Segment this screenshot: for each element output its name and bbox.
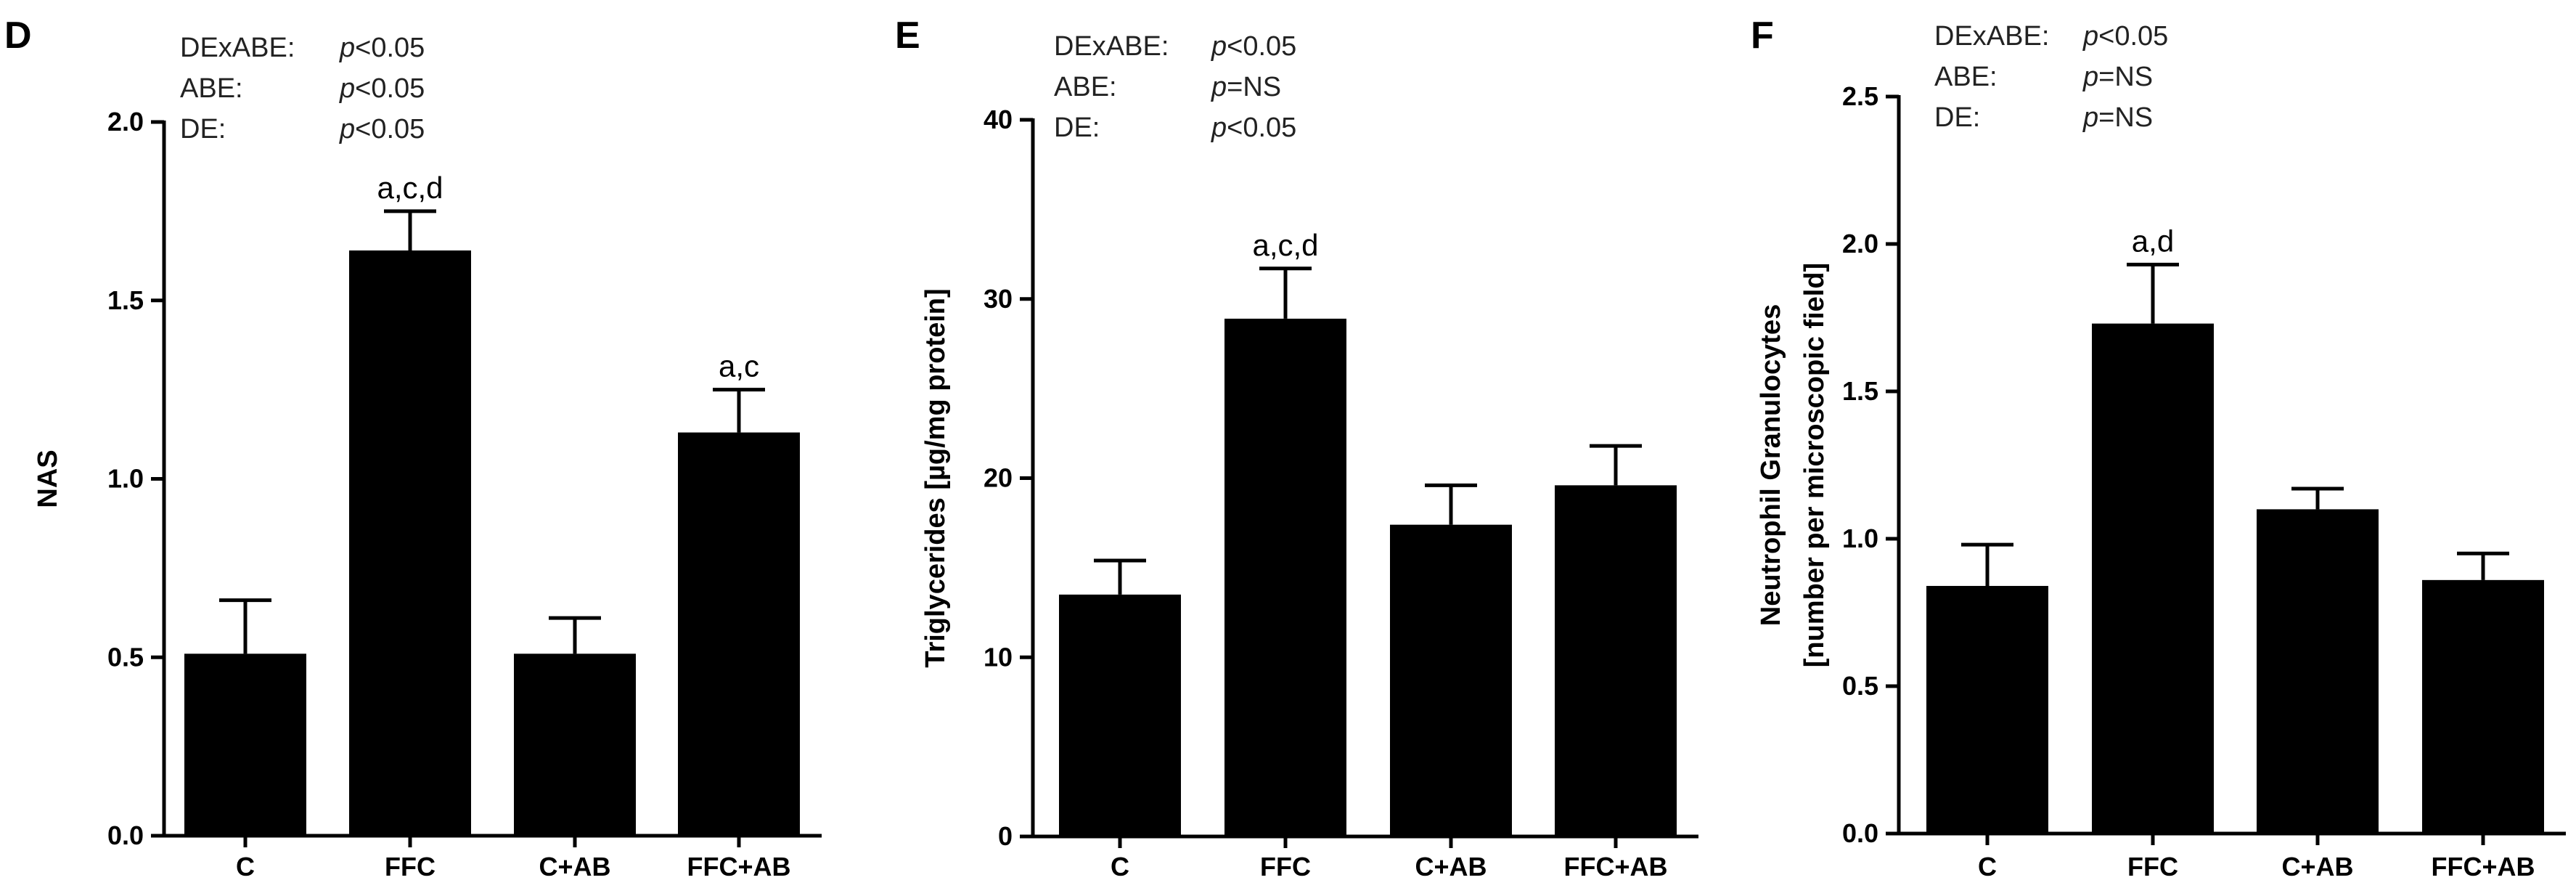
bar bbox=[1059, 594, 1181, 836]
bar bbox=[349, 250, 471, 836]
stat-pvalue: p<0.05 bbox=[1211, 113, 1296, 143]
x-category-label: C bbox=[1111, 852, 1129, 881]
y-axis-title: Neutrophil Granulocytes bbox=[1756, 304, 1786, 626]
y-tick-label: 0.5 bbox=[1842, 671, 1878, 701]
x-category-label: FFC+AB bbox=[2432, 852, 2535, 881]
y-tick-label: 1.0 bbox=[1842, 524, 1878, 553]
bar bbox=[514, 653, 636, 836]
significance-annotation: a,c bbox=[719, 349, 759, 383]
stat-pvalue: p<0.05 bbox=[339, 33, 425, 63]
y-tick-label: 1.5 bbox=[1842, 376, 1878, 406]
y-tick-label: 0.5 bbox=[107, 642, 144, 672]
significance-annotation: a,d bbox=[2132, 224, 2174, 258]
stat-name: ABE: bbox=[180, 73, 243, 104]
y-tick-label: 0.0 bbox=[1842, 818, 1878, 848]
x-category-label: FFC+AB bbox=[1564, 852, 1668, 881]
y-tick-label: 2.0 bbox=[107, 107, 144, 137]
stat-pvalue: p=NS bbox=[1211, 72, 1281, 102]
bar bbox=[1926, 585, 2048, 834]
y-tick-label: 0.0 bbox=[107, 820, 144, 850]
stat-pvalue: p=NS bbox=[2082, 62, 2153, 92]
stat-name: DExABE: bbox=[180, 33, 295, 63]
x-category-label: C+AB bbox=[2281, 852, 2353, 881]
bar bbox=[1555, 485, 1677, 836]
stat-pvalue: p=NS bbox=[2082, 102, 2153, 133]
stat-pvalue: p<0.05 bbox=[1211, 31, 1296, 62]
x-category-label: FFC bbox=[2127, 852, 2178, 881]
panel-letter: F bbox=[1751, 15, 1774, 57]
stat-name: ABE: bbox=[1054, 72, 1117, 102]
y-axis-title: NAS bbox=[33, 449, 63, 508]
y-tick-label: 2.0 bbox=[1842, 229, 1878, 258]
significance-annotation: a,c,d bbox=[1252, 228, 1318, 262]
y-tick-label: 2.5 bbox=[1842, 81, 1878, 111]
y-tick-label: 30 bbox=[984, 284, 1013, 314]
y-tick-label: 40 bbox=[984, 105, 1013, 134]
x-category-label: C bbox=[236, 852, 255, 881]
bar bbox=[2422, 579, 2544, 834]
stat-name: DExABE: bbox=[1934, 21, 2049, 52]
y-tick-label: 10 bbox=[984, 642, 1013, 672]
bar bbox=[184, 653, 306, 836]
panel-letter: D bbox=[4, 15, 32, 57]
bar bbox=[2257, 509, 2379, 834]
x-category-label: FFC bbox=[1260, 852, 1311, 881]
stat-name: ABE: bbox=[1934, 62, 1998, 92]
stat-pvalue: p<0.05 bbox=[2082, 21, 2168, 52]
x-category-label: FFC bbox=[385, 852, 436, 881]
chart-panel-f: F DExABE: p<0.05 ABE: p=NS DE: p=NS 0.0 0.5 1.0 1.… bbox=[1751, 15, 2566, 881]
y-tick-label: 1.0 bbox=[107, 464, 144, 494]
x-category-label: FFC+AB bbox=[687, 852, 791, 881]
stat-name: DExABE: bbox=[1054, 31, 1169, 62]
x-category-label: C bbox=[1978, 852, 1997, 881]
stat-pvalue: p<0.05 bbox=[339, 73, 425, 104]
x-category-label: C+AB bbox=[1415, 852, 1487, 881]
panel-letter: E bbox=[895, 15, 920, 57]
bar bbox=[2092, 323, 2214, 834]
chart-panel-d: D DExABE: p<0.05 ABE: p<0.05 DE: p<0.05 0.0 0.5 1… bbox=[4, 15, 822, 881]
y-axis-title: Triglycerides [µg/mg protein] bbox=[920, 288, 951, 667]
bar bbox=[1390, 524, 1512, 836]
y-tick-label: 20 bbox=[984, 463, 1013, 493]
chart-panel-e: E DExABE: p<0.05 ABE: p=NS DE: p<0.05 0 10 20 30 40… bbox=[895, 15, 1698, 881]
y-axis-title-line2: [number per microscopic field] bbox=[1799, 263, 1830, 667]
stat-name: DE: bbox=[1934, 102, 1980, 133]
stat-name: DE: bbox=[180, 114, 226, 144]
y-tick-label: 1.5 bbox=[107, 285, 144, 315]
bar bbox=[1224, 318, 1346, 837]
stat-name: DE: bbox=[1054, 113, 1100, 143]
stat-pvalue: p<0.05 bbox=[339, 114, 425, 144]
y-tick-label: 0 bbox=[998, 821, 1013, 851]
x-category-label: C+AB bbox=[539, 852, 610, 881]
bar bbox=[678, 432, 800, 836]
significance-annotation: a,c,d bbox=[377, 171, 443, 205]
